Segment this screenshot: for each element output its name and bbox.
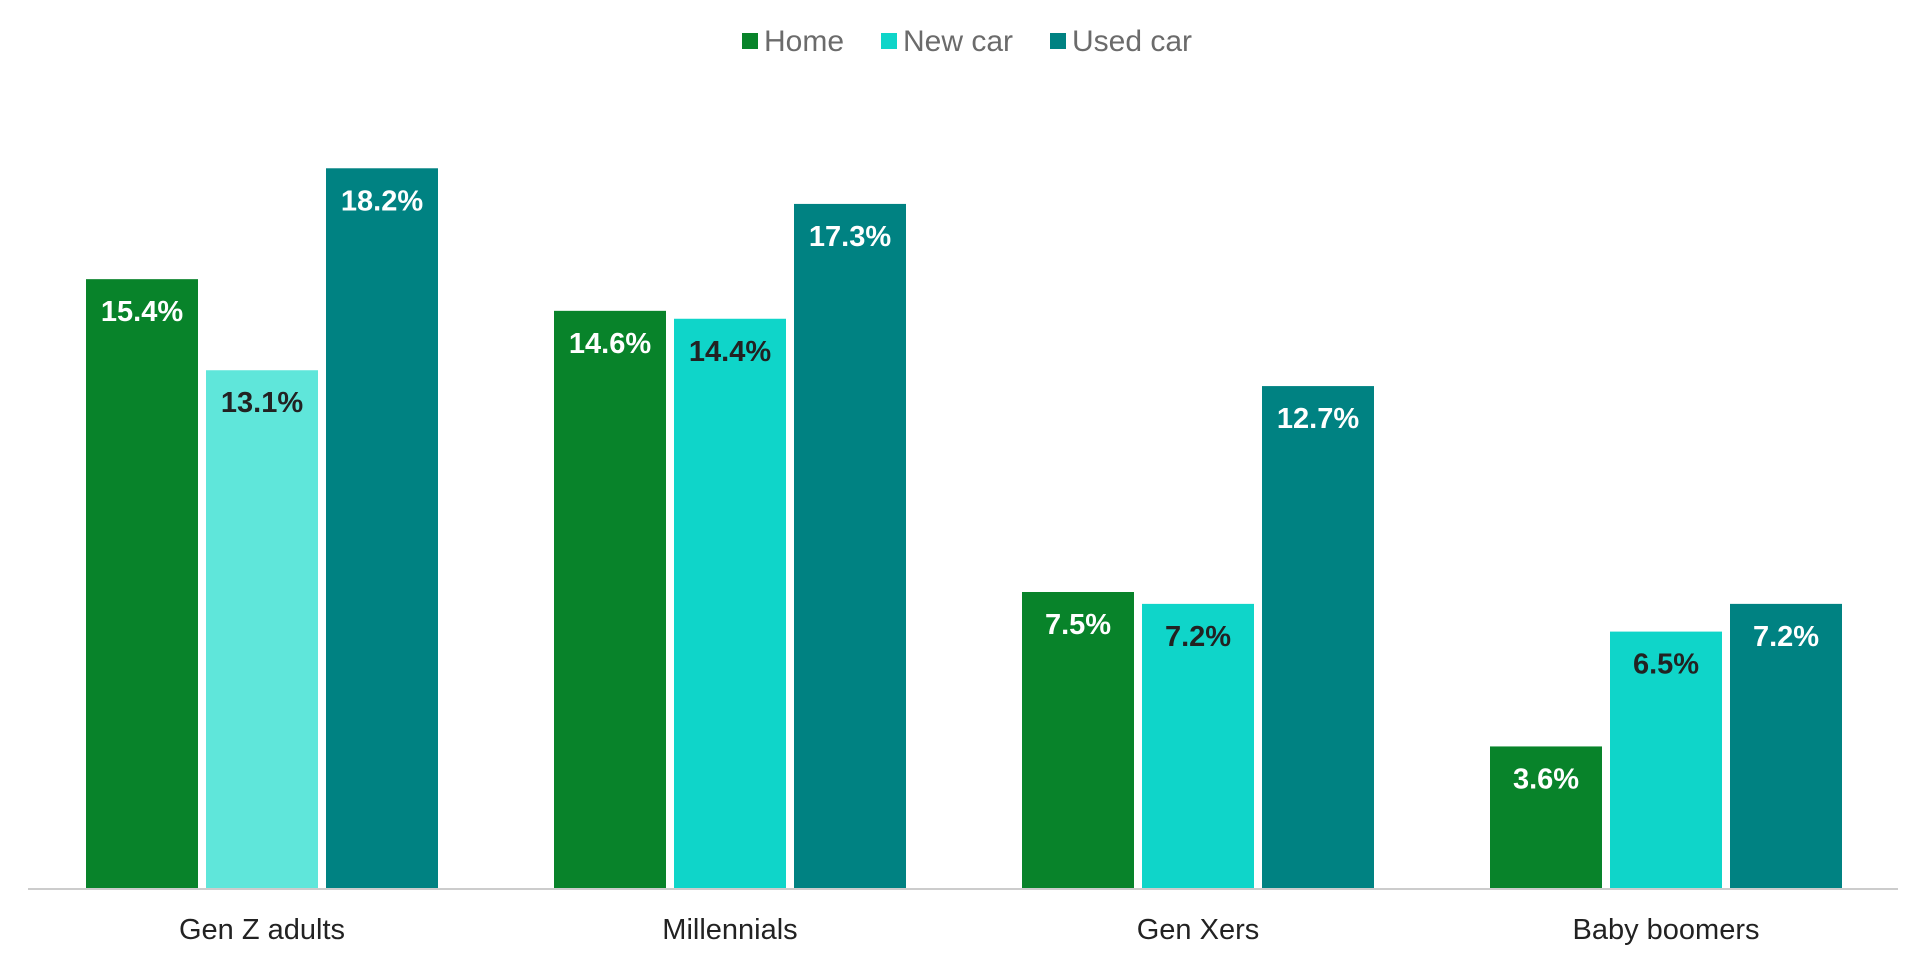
- data-label-gen-z-adults-home: 15.4%: [101, 296, 183, 328]
- data-label-millennials-used-car: 17.3%: [809, 221, 891, 253]
- chart-legend: Home New car Used car: [742, 25, 1192, 58]
- bar-gen-xers-home: [1022, 592, 1134, 889]
- data-label-baby-boomers-used-car: 7.2%: [1753, 621, 1819, 653]
- data-label-baby-boomers-home: 3.6%: [1513, 763, 1579, 795]
- bar-baby-boomers-new-car: [1610, 631, 1722, 889]
- bar-gen-z-adults-new-car: [206, 370, 318, 889]
- data-label-gen-xers-home: 7.5%: [1045, 609, 1111, 641]
- bar-gen-xers-used-car: [1262, 386, 1374, 889]
- x-axis-tick-labels: Gen Z adults Millennials Gen Xers Baby boom…: [179, 914, 1760, 946]
- bar-area: [86, 168, 1842, 890]
- bar-millennials-new-car: [674, 318, 786, 889]
- data-label-baby-boomers-new-car: 6.5%: [1633, 649, 1699, 681]
- data-label-gen-z-adults-used-car: 18.2%: [341, 185, 423, 217]
- data-label-millennials-new-car: 14.4%: [689, 336, 771, 368]
- bar-millennials-used-car: [794, 203, 906, 890]
- data-label-gen-xers-used-car: 12.7%: [1277, 403, 1359, 435]
- data-labels: 15.4% 13.1% 18.2% 14.6% 14.4% 17.3% 7.5% 7.2% 12…: [101, 185, 1819, 795]
- bar-baby-boomers-used-car: [1730, 603, 1842, 889]
- category-label-gen-xers: Gen Xers: [1137, 914, 1260, 946]
- bar-gen-xers-new-car: [1142, 603, 1254, 889]
- legend-label-used-car: Used car: [1072, 25, 1192, 58]
- category-label-baby-boomers: Baby boomers: [1573, 914, 1760, 946]
- legend-label-new-car: New car: [903, 25, 1013, 58]
- legend-label-home: Home: [764, 25, 844, 58]
- bar-millennials-home: [554, 310, 666, 890]
- legend-swatch-new-car: [881, 33, 897, 49]
- data-label-gen-xers-new-car: 7.2%: [1165, 621, 1231, 653]
- category-label-millennials: Millennials: [662, 914, 797, 946]
- legend-swatch-home: [742, 33, 758, 49]
- bar-gen-z-adults-home: [86, 279, 198, 889]
- legend-swatch-used-car: [1050, 33, 1066, 49]
- category-label-gen-z-adults: Gen Z adults: [179, 914, 345, 946]
- bar-gen-z-adults-used-car: [326, 168, 438, 889]
- data-label-gen-z-adults-new-car: 13.1%: [221, 387, 303, 419]
- bar-baby-boomers-home: [1490, 746, 1602, 889]
- data-label-millennials-home: 14.6%: [569, 328, 651, 360]
